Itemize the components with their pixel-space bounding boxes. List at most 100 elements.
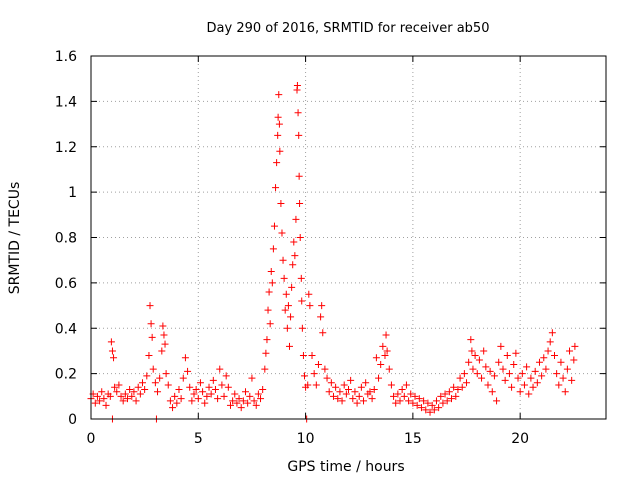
data-point [274,113,282,121]
data-point [190,390,198,398]
data-point [301,372,309,380]
data-point [111,383,119,391]
data-point [188,397,196,405]
data-point [254,390,262,398]
data-point [262,349,270,357]
data-point [235,395,243,403]
data-point [557,358,565,366]
data-point [559,374,567,382]
data-point [396,397,404,405]
x-tick-labels: 0 5 10 15 20 [87,431,530,447]
data-point [314,361,322,369]
data-point [274,131,282,139]
data-point [139,379,146,387]
data-point [387,381,395,389]
data-point [340,381,348,389]
data-point [495,358,503,366]
data-point [445,388,453,396]
data-point [430,406,438,414]
data-point [295,172,303,180]
data-point [181,354,189,362]
data-point [177,395,185,403]
y-tick-label: 0.2 [55,367,77,383]
data-point [267,268,275,276]
data-point [226,401,234,409]
data-point [342,390,350,398]
axis-ticks [90,55,606,420]
data-point [194,395,202,403]
data-point [100,395,108,403]
data-point [357,383,365,391]
data-point [390,392,398,400]
data-point [96,397,104,405]
x-tick-label: 20 [511,431,529,447]
data-point [529,383,537,391]
data-point [275,120,283,128]
data-point [426,408,434,416]
data-point [497,342,505,350]
data-point [297,274,305,282]
data-point [439,399,447,407]
data-point [242,388,249,396]
data-point [394,390,402,398]
data-point [146,302,154,310]
x-tick-label: 10 [297,431,315,447]
y-tick-label: 1 [68,185,77,201]
data-point [293,81,301,89]
data-point [486,367,494,375]
data-point [542,365,550,373]
data-point [508,383,516,391]
data-point [205,383,213,391]
data-point [149,365,157,373]
data-point [503,351,511,359]
data-point [224,383,232,391]
data-point [278,229,286,237]
data-point [273,159,281,167]
data-point [107,338,115,346]
data-point [435,404,443,412]
data-point [493,397,501,405]
data-point [275,91,283,99]
data-point [250,397,258,405]
data-point [505,370,513,378]
data-point [321,365,329,373]
x-tick-label: 15 [404,431,422,447]
data-point [514,374,522,382]
data-point [478,374,486,382]
data-point [332,383,340,391]
data-points [87,81,579,423]
y-tick-label: 1.4 [55,94,77,110]
data-point [128,392,136,400]
data-point [106,392,114,400]
data-point [289,261,297,269]
data-point [279,256,287,264]
data-point [417,404,425,412]
data-point [527,374,535,382]
data-point [454,386,462,394]
data-point [145,351,153,359]
data-point [186,383,194,391]
data-point [458,383,466,391]
data-point [516,388,524,396]
data-point [299,351,307,359]
data-point [110,354,118,362]
data-point [148,333,156,341]
data-point [473,370,481,378]
x-axis-label: GPS time / hours [287,459,404,475]
data-point [375,374,383,382]
y-tick-label: 0.4 [55,321,77,337]
data-point [290,238,298,246]
data-point [385,365,393,373]
data-point [465,358,473,366]
data-point [471,351,479,359]
data-point [98,388,106,396]
data-point [298,297,306,305]
data-point [173,399,181,407]
data-point [119,397,127,405]
data-point [162,370,170,378]
data-point [169,404,177,412]
data-point [229,397,237,405]
data-point [305,290,313,298]
data-point [318,302,326,310]
data-point [499,365,507,373]
